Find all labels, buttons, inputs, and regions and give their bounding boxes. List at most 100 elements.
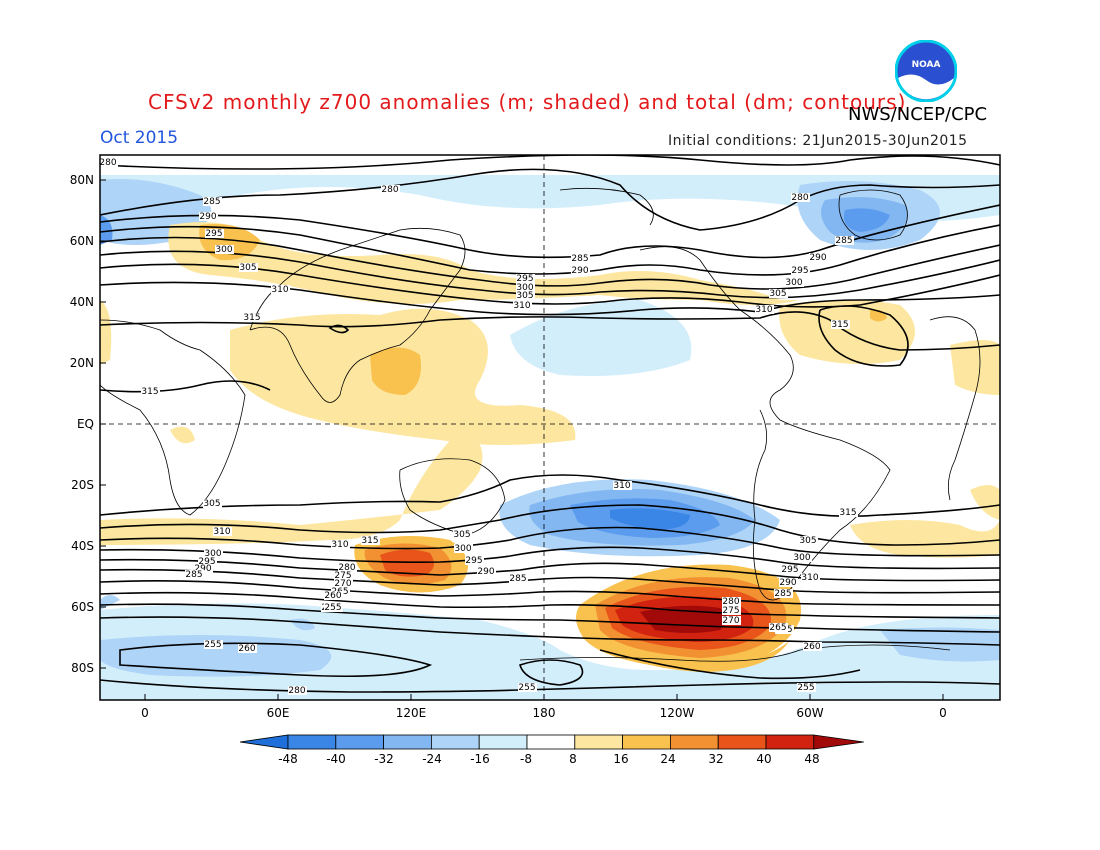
contour-label-bg [571, 266, 590, 275]
contour-label-bg [509, 574, 528, 583]
contour-label-bg [571, 254, 590, 263]
contour-label-bg [791, 193, 810, 202]
lon-label-120e: 120E [395, 706, 427, 720]
lon-label-60e: 60E [266, 706, 290, 720]
forecast-month: Oct 2015 [100, 128, 179, 148]
contour-label-bg [518, 683, 537, 692]
contour-label: 285 [185, 570, 202, 580]
contour-label-bg [722, 597, 741, 606]
contour-label-bg [779, 578, 798, 587]
lon-label-60w: 60W [796, 706, 824, 720]
lat-label-20s: 20S [71, 478, 94, 492]
contour-label-bg [465, 556, 484, 565]
contour-label-bg [288, 686, 307, 695]
contour-label: 280 [288, 686, 305, 696]
contour-label-bg [755, 305, 774, 314]
contour-label: 275 [722, 606, 739, 616]
contour-label-bg [141, 387, 160, 396]
contour-label-bg [801, 573, 820, 582]
contour-label-bg [516, 283, 535, 292]
contour-label-bg [453, 530, 472, 539]
contour-label: 280 [338, 563, 355, 573]
contour-label: 280 [791, 193, 808, 203]
contour-label: 255 [204, 640, 221, 650]
contour-label: 310 [755, 305, 772, 315]
contour-label-bg [793, 553, 812, 562]
contours [100, 155, 1000, 693]
lon-label-0-east: 0 [939, 706, 947, 720]
contour-label: 295 [791, 266, 808, 276]
contour-label-bg [769, 623, 788, 632]
contour-label-bg [215, 245, 234, 254]
colorbar-label: 32 [708, 752, 724, 766]
contour-label: 275 [334, 571, 351, 581]
contour-label: 300 [516, 283, 533, 293]
contour-label: 315 [361, 536, 378, 546]
contour-label: 305 [239, 263, 256, 273]
contour-label: 305 [453, 530, 470, 540]
contour-label: 295 [198, 557, 215, 567]
contour-label: 280 [99, 158, 116, 168]
contour-label: 255 [518, 683, 535, 693]
contour-label-bg [185, 570, 204, 579]
contour-label: 295 [781, 565, 798, 575]
contour-label-bg [513, 301, 532, 310]
contour-label-bg [204, 640, 223, 649]
contour-label-bg [516, 291, 535, 300]
contour-label-bg [613, 481, 632, 490]
contour-label-bg [839, 508, 858, 517]
contour-label-bg [774, 589, 793, 598]
colorbar-label: 40 [756, 752, 772, 766]
contour-label: 315 [141, 387, 158, 397]
lat-label-80s: 80S [71, 661, 94, 675]
sh-pos-band [100, 430, 483, 545]
contour-label: 300 [215, 245, 232, 255]
contour-label-bg [194, 564, 213, 573]
contour-label: 295 [205, 229, 222, 239]
contour-label-bg [835, 236, 854, 245]
contour-label: 290 [194, 564, 211, 574]
colorbar-label: -8 [520, 752, 532, 766]
contour-label-bg [338, 563, 357, 572]
contour-label-bg [203, 197, 222, 206]
contour-label: 295 [465, 556, 482, 566]
contour-label: 315 [839, 508, 856, 518]
contour-label-bg [213, 527, 232, 536]
contour-label-bg [361, 536, 380, 545]
arctic-neg-band [100, 175, 1000, 222]
contour-label-bg [331, 540, 350, 549]
contour-label-bg [324, 603, 343, 612]
contour-label: 285 [571, 254, 588, 264]
contour-label: 285 [774, 589, 791, 599]
contour-label-bg [324, 591, 343, 600]
contour-label: 310 [613, 481, 630, 491]
contour-label-bg [722, 616, 741, 625]
colorbar-label: 8 [569, 752, 577, 766]
lon-label-120w: 120W [659, 706, 695, 720]
contour-label-bg [516, 274, 535, 283]
contour-label-bg [454, 544, 473, 553]
lat-label-40s: 40S [71, 539, 94, 553]
noaa-logo: NOAA [895, 40, 957, 102]
contour-label: 300 [793, 553, 810, 563]
contour-label-bg [722, 606, 741, 615]
contour-label: 300 [454, 544, 471, 554]
agency-label: NWS/NCEP/CPC [848, 104, 988, 125]
contour-label-bg [239, 263, 258, 272]
contour-label-bg [785, 278, 804, 287]
contour-label: 280 [381, 185, 398, 195]
colorbar-label: -16 [470, 752, 490, 766]
contour-label: 305 [769, 289, 786, 299]
contour-label-bg [803, 642, 822, 651]
contour-label: 310 [801, 573, 818, 583]
axis-ticks [100, 179, 944, 700]
contour-label: 285 [509, 574, 526, 584]
lat-label-40n: 40N [69, 295, 94, 309]
contour-label: 260 [324, 591, 341, 601]
contour-label-bg [199, 212, 218, 221]
contour-label: 310 [513, 301, 530, 311]
contour-label-bg [204, 549, 223, 558]
colorbar-label: 16 [613, 752, 629, 766]
contour-label: 300 [785, 278, 802, 288]
